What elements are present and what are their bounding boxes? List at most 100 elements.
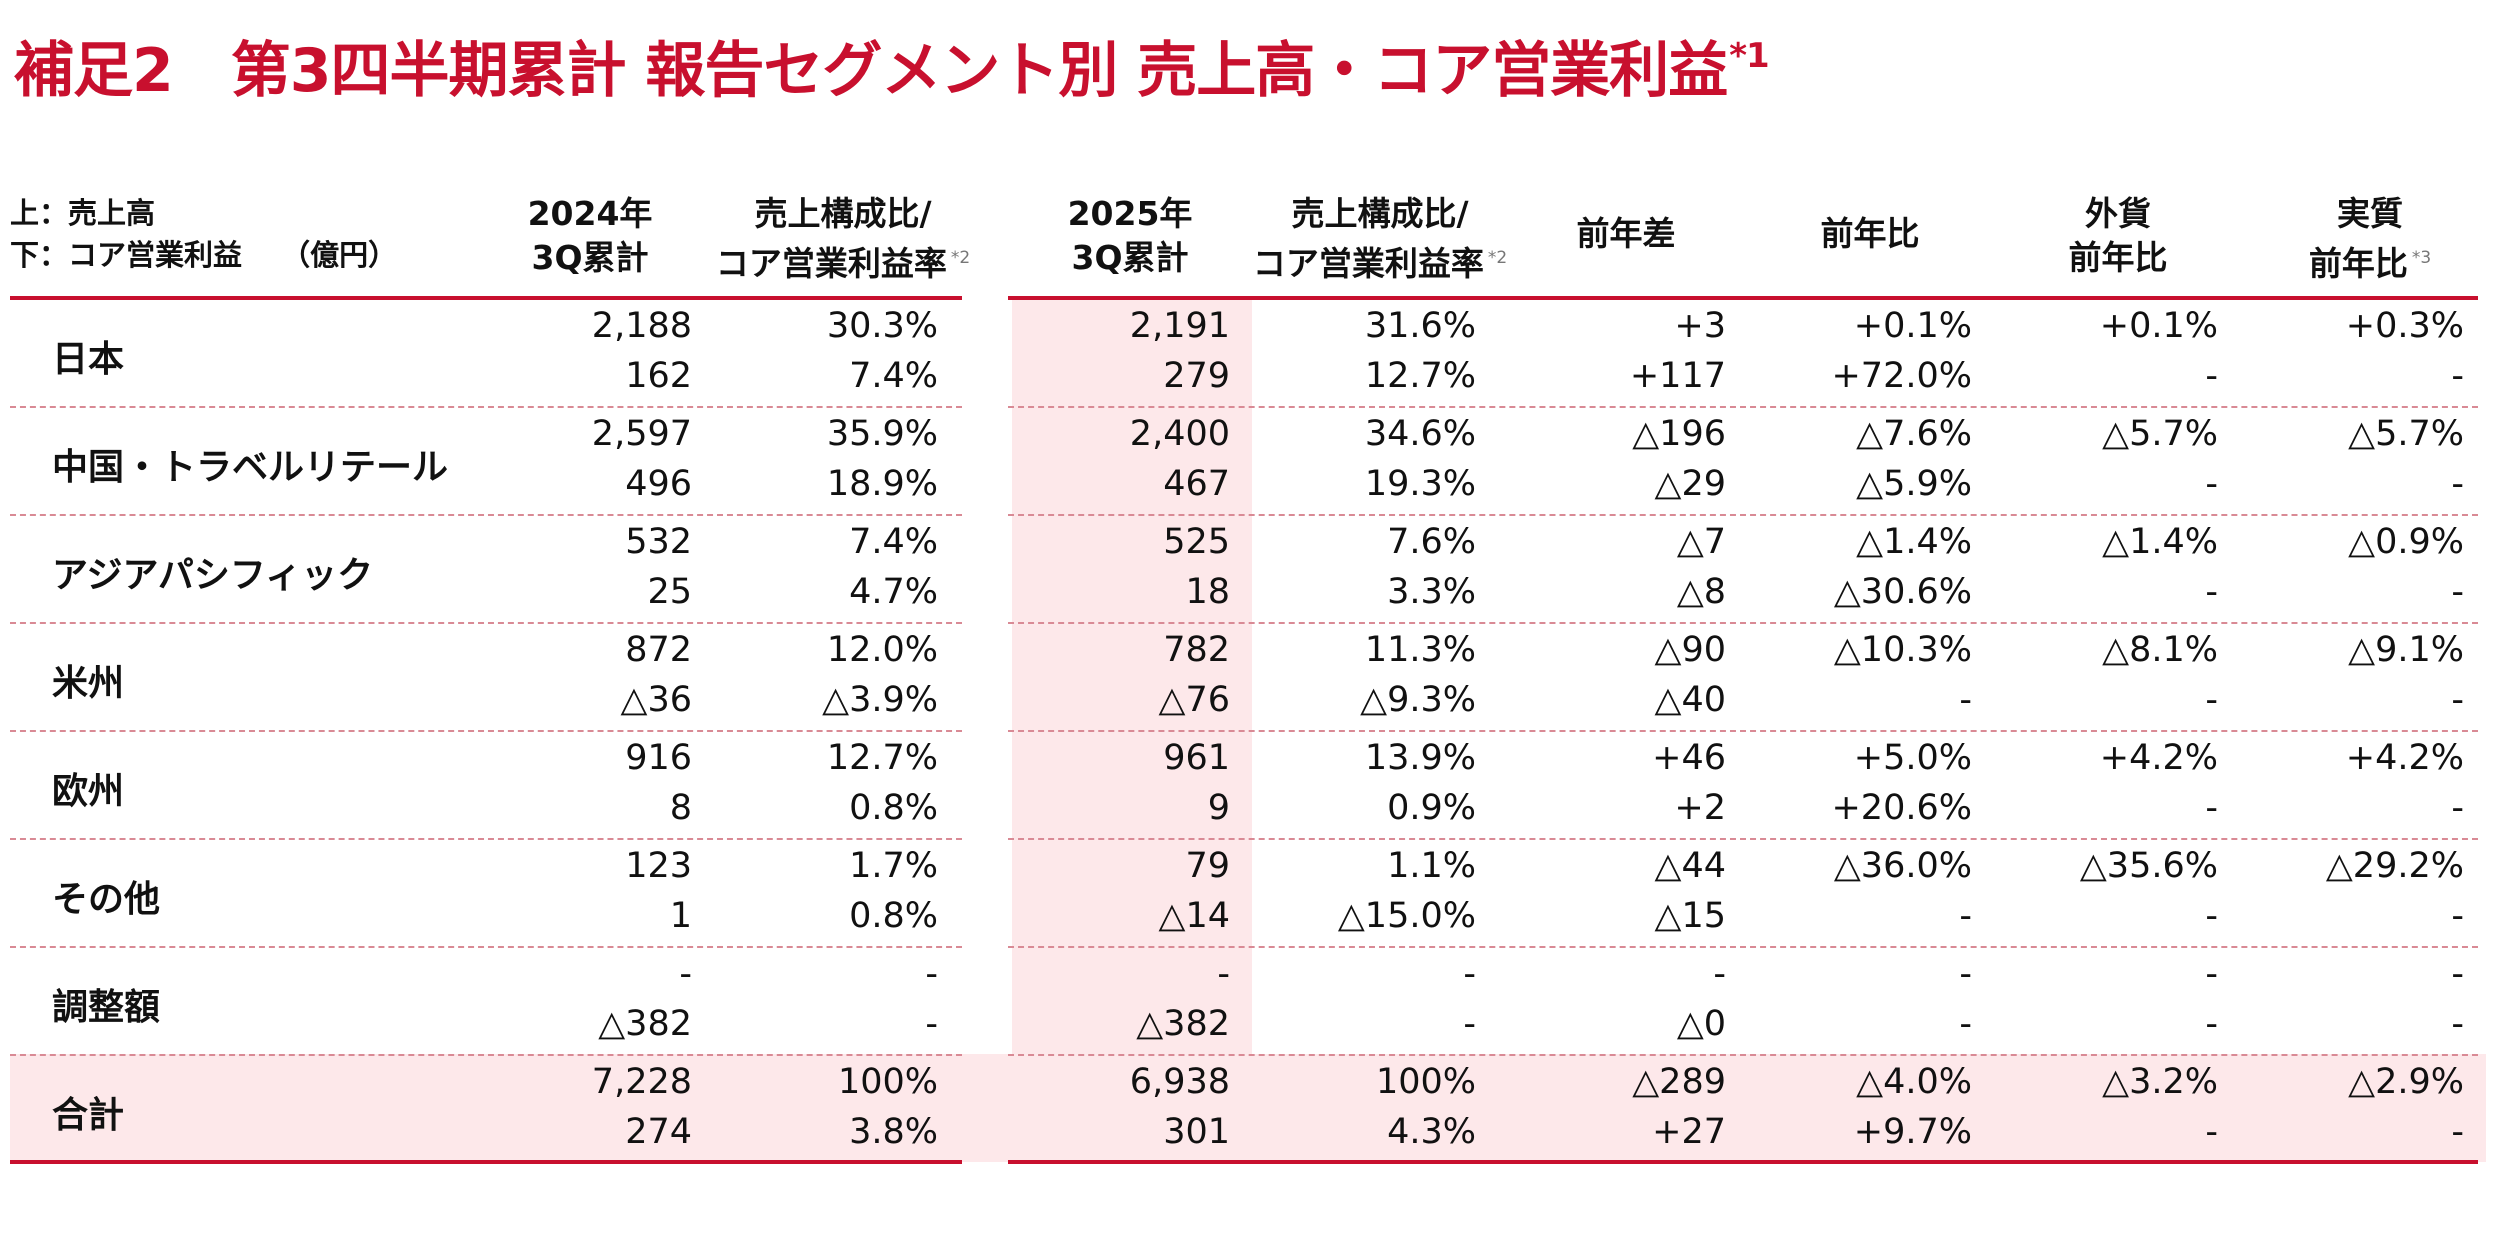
op-profit-cell: 18.9% <box>826 464 938 504</box>
op-profit-cell: △30.6% <box>1833 572 1972 612</box>
column-header-line1: 前年比 <box>1820 214 1920 253</box>
sales-cell: - <box>1463 954 1476 994</box>
row-divider <box>1008 838 2478 840</box>
sales-cell: +4.2% <box>2099 738 2218 778</box>
op-profit-cell: - <box>2451 680 2464 720</box>
column-header-line1: 2025年 <box>1067 194 1193 233</box>
title-note: *1 <box>1729 36 1769 76</box>
op-profit-cell: 4.3% <box>1387 1112 1476 1152</box>
segment-label: 中国・トラベルリテール <box>52 447 449 488</box>
op-profit-cell: 467 <box>1163 464 1230 504</box>
op-profit-cell: △0 <box>1676 1004 1726 1044</box>
sales-cell: 2,400 <box>1129 414 1230 454</box>
op-profit-cell: 3.3% <box>1387 572 1476 612</box>
sales-cell: △1.4% <box>1856 522 1972 562</box>
op-profit-cell: △8 <box>1676 572 1726 612</box>
sales-cell: △289 <box>1632 1062 1726 1102</box>
sales-cell: △7 <box>1676 522 1726 562</box>
sales-cell: 782 <box>1163 630 1230 670</box>
sales-cell: △8.1% <box>2102 630 2218 670</box>
op-profit-cell: △9.3% <box>1360 680 1476 720</box>
sales-cell: 30.3% <box>826 306 938 346</box>
op-profit-cell: - <box>2205 680 2218 720</box>
sales-cell: 872 <box>625 630 692 670</box>
op-profit-cell: 1 <box>669 896 692 936</box>
sales-cell: 100% <box>837 1062 938 1102</box>
column-header-4: 売上構成比/コア営業利益率 *2 <box>1230 192 1530 286</box>
op-profit-cell: 0.8% <box>849 788 938 828</box>
column-header-line2: コア営業利益率 <box>715 244 947 283</box>
row-divider <box>10 406 962 408</box>
column-header-note: *2 <box>1487 248 1508 268</box>
sales-cell: +0.1% <box>2099 306 2218 346</box>
sales-cell: 79 <box>1185 846 1230 886</box>
sales-cell: △44 <box>1654 846 1726 886</box>
op-profit-cell: - <box>2451 788 2464 828</box>
sales-cell: - <box>679 954 692 994</box>
sales-cell: 1.7% <box>849 846 938 886</box>
column-header-line1: 外貨 <box>2085 194 2151 233</box>
segment-label: アジアパシフィック <box>52 555 374 596</box>
sales-cell: +4.2% <box>2345 738 2464 778</box>
sales-cell: △1.4% <box>2102 522 2218 562</box>
op-profit-cell: 0.9% <box>1387 788 1476 828</box>
op-profit-cell: - <box>2205 572 2218 612</box>
sales-cell: +0.3% <box>2345 306 2464 346</box>
sales-cell: +3 <box>1674 306 1726 346</box>
sales-cell: 7.6% <box>1387 522 1476 562</box>
op-profit-cell: - <box>1463 1004 1476 1044</box>
op-profit-cell: - <box>2205 896 2218 936</box>
header-rule-1 <box>10 296 962 300</box>
column-header-6: 前年比 <box>1720 212 2020 256</box>
highlight-total-row <box>10 1054 2486 1162</box>
op-profit-cell: △76 <box>1158 680 1230 720</box>
sales-cell: 34.6% <box>1364 414 1476 454</box>
sales-cell: - <box>1959 954 1972 994</box>
row-divider <box>10 622 962 624</box>
sales-cell: △5.7% <box>2348 414 2464 454</box>
row-divider <box>10 838 962 840</box>
op-profit-cell: - <box>2451 1004 2464 1044</box>
segment-label: 合計 <box>52 1095 125 1136</box>
sales-cell: 12.7% <box>826 738 938 778</box>
column-header-2: 売上構成比/コア営業利益率 *2 <box>693 192 993 286</box>
sales-cell: △2.9% <box>2348 1062 2464 1102</box>
op-profit-cell: 8 <box>669 788 692 828</box>
sales-cell: △4.0% <box>1856 1062 1972 1102</box>
op-profit-cell: +20.6% <box>1831 788 1972 828</box>
row-divider <box>1008 730 2478 732</box>
column-header-note: *2 <box>950 248 971 268</box>
op-profit-cell: △3.9% <box>822 680 938 720</box>
sales-cell: △29.2% <box>2325 846 2464 886</box>
op-profit-cell: △15.0% <box>1337 896 1476 936</box>
sales-cell: △9.1% <box>2348 630 2464 670</box>
row-divider <box>10 1054 962 1056</box>
op-profit-cell: 25 <box>647 572 692 612</box>
op-profit-cell: 7.4% <box>849 356 938 396</box>
row-divider <box>10 946 962 948</box>
sales-cell: △35.6% <box>2079 846 2218 886</box>
op-profit-cell: - <box>2205 788 2218 828</box>
sales-cell: 12.0% <box>826 630 938 670</box>
op-profit-cell: - <box>925 1004 938 1044</box>
column-header-line2: 前年比 <box>2068 238 2168 277</box>
row-divider <box>1008 946 2478 948</box>
segment-label: その他 <box>52 879 161 920</box>
sales-cell: 123 <box>625 846 692 886</box>
op-profit-cell: 9 <box>1207 788 1230 828</box>
op-profit-cell: △15 <box>1654 896 1726 936</box>
segment-label: 米州 <box>52 663 125 704</box>
row-divider <box>1008 514 2478 516</box>
row-divider <box>10 514 962 516</box>
op-profit-cell: △382 <box>598 1004 692 1044</box>
sales-cell: △3.2% <box>2102 1062 2218 1102</box>
sales-cell: 961 <box>1163 738 1230 778</box>
sales-cell: △196 <box>1632 414 1726 454</box>
op-profit-cell: - <box>2451 356 2464 396</box>
column-header-line1: 前年差 <box>1576 214 1676 253</box>
sales-cell: 100% <box>1375 1062 1476 1102</box>
sales-cell: 13.9% <box>1364 738 1476 778</box>
sales-cell: +46 <box>1652 738 1726 778</box>
op-profit-cell: - <box>2205 356 2218 396</box>
op-profit-cell: 279 <box>1163 356 1230 396</box>
